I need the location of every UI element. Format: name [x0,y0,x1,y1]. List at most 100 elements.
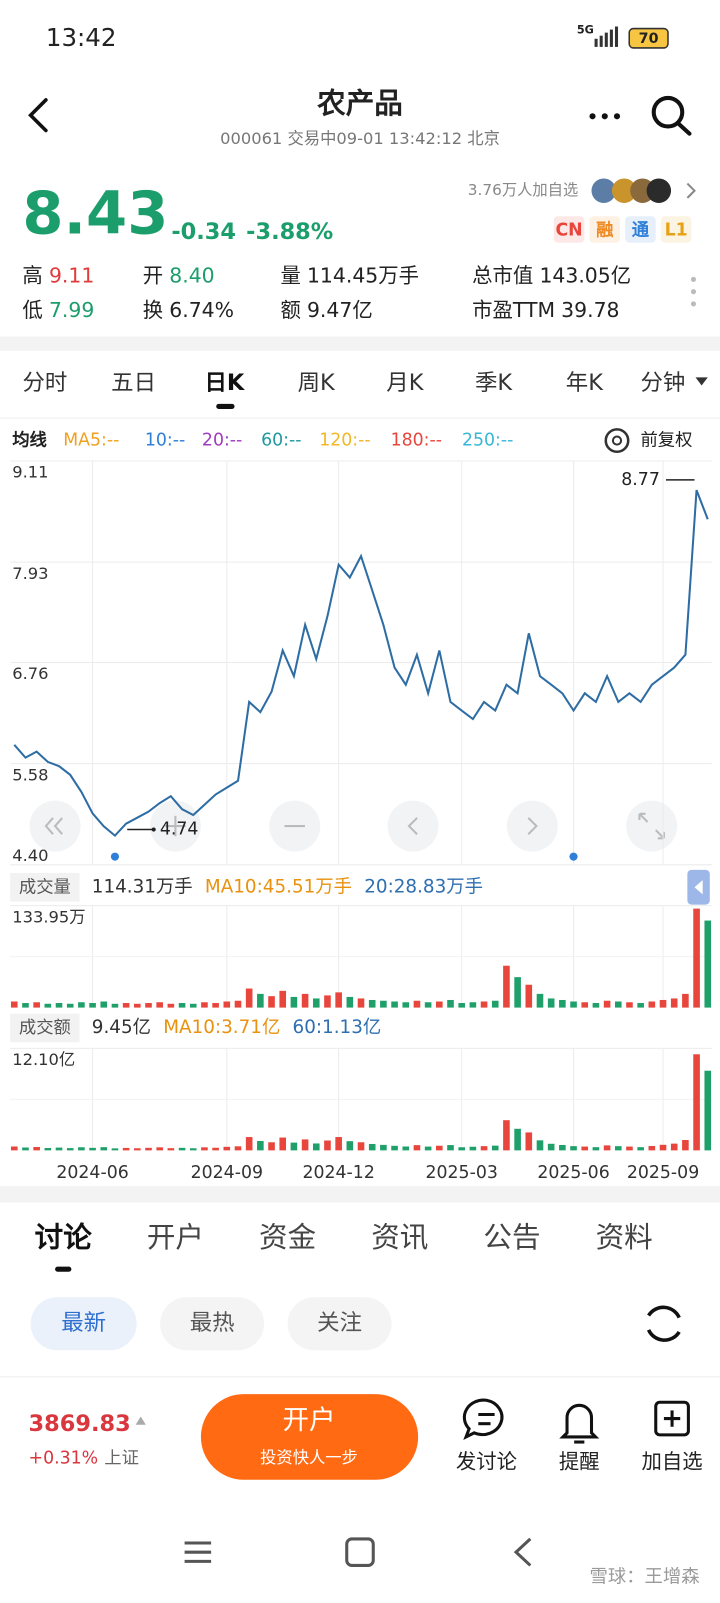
bar [603,1000,611,1008]
more-button[interactable] [589,113,621,120]
x-tick-label: 2024-06 [56,1163,128,1183]
period-tab[interactable]: 季K [475,370,513,396]
annotation-dot [151,827,156,832]
bar [503,965,510,1008]
discussion-tab[interactable]: 资金 [259,1220,316,1254]
bar [178,1147,186,1151]
y-tick-label: 7.93 [12,564,48,583]
marker-dot [569,852,578,861]
bar [268,996,275,1008]
period-tab[interactable]: 年K [566,370,604,396]
adjust-icon[interactable] [604,428,630,454]
bar [189,1003,197,1008]
badge: 通 [632,220,650,240]
bar [480,1146,488,1151]
bar [44,1003,52,1008]
period-tab[interactable]: 分时 [22,370,67,396]
stat-label: 低 [22,298,42,322]
index-name: 上证 [104,1448,139,1468]
discussion-tab[interactable]: 公告 [483,1220,540,1254]
bar [201,1147,208,1151]
stats-more[interactable] [690,276,697,307]
refresh-button[interactable] [646,1305,681,1342]
bar [704,1070,712,1151]
discussion-tab[interactable]: 讨论 [35,1220,93,1254]
bar [648,1145,656,1151]
separator [0,1186,720,1203]
search-button[interactable] [651,95,692,136]
panel-info: 9.45亿 [92,1017,151,1038]
stat-label: 市盈TTM [472,298,555,322]
filter-pill[interactable] [30,1297,137,1351]
bar [469,1146,477,1151]
bar [491,1000,499,1008]
bar [89,1003,96,1008]
button-label[interactable]: 开户 [283,1405,336,1436]
bar [78,1002,85,1008]
bar [10,1001,18,1008]
index-value: 3869.83 [29,1411,131,1437]
y-tick-label: 9.11 [12,463,48,482]
bar [167,1003,175,1008]
followers[interactable]: 3.76万人加自选 [468,181,578,199]
bar [469,1002,477,1008]
bar [78,1147,85,1151]
filter-pill[interactable] [160,1297,265,1351]
ma-item: 120:-- [319,431,370,451]
bar [682,993,689,1008]
panel-title-bg [10,1013,80,1043]
bar [257,993,264,1008]
back-button[interactable] [28,98,48,133]
discussion-tab[interactable]: 资讯 [371,1220,428,1254]
ma-item: 60:-- [261,431,301,451]
ma-item: 250:-- [462,431,513,451]
bar [234,1000,242,1008]
bar [402,1146,410,1151]
min-annotation: 4.74 [160,820,199,840]
bar [10,1146,18,1151]
discussion-tab[interactable]: 资料 [596,1220,653,1254]
chevron[interactable] [686,182,696,199]
max-annotation: 8.77 [621,470,660,490]
action-label[interactable]: 加自选 [641,1449,702,1473]
badge-bg [625,216,656,243]
period-tab[interactable]: 周K [298,370,336,396]
bar [245,1137,253,1151]
bar [659,1144,667,1151]
bar [670,1143,678,1151]
bar [514,977,521,1008]
adjust-label[interactable]: 前复权 [640,431,692,451]
panel-title: 成交量 [19,877,71,897]
bar [335,1137,342,1151]
action-icons[interactable] [462,1398,690,1444]
bar [156,1147,163,1151]
bar [111,1148,119,1151]
filter[interactable]: 最新 [61,1310,106,1336]
filter[interactable]: 关注 [317,1310,362,1336]
action-label[interactable]: 发讨论 [456,1449,517,1473]
nav-bar[interactable] [184,1537,532,1567]
badge-bg [660,216,692,243]
bar [223,1001,231,1008]
button-sublabel[interactable]: 投资快人一步 [260,1448,358,1467]
period-tab[interactable]: 分钟 [640,370,685,396]
bar [413,1000,421,1008]
chart-controls[interactable] [29,800,678,852]
period-tab[interactable]: 日K [204,370,245,396]
stat-label: 额 [280,298,300,322]
bar [66,1148,74,1151]
separator [0,336,720,351]
ma-item: 20:-- [202,431,242,451]
stat-label: 换 [143,298,163,322]
filter[interactable]: 最热 [190,1310,235,1336]
action-label[interactable]: 提醒 [559,1449,600,1473]
discussion-tab[interactable]: 开户 [147,1220,204,1254]
bar [614,1001,622,1008]
open-account-button[interactable] [200,1394,419,1480]
badge: 融 [596,220,614,240]
period-tab[interactable]: 月K [386,370,424,396]
period-tab[interactable]: 五日 [111,370,156,396]
stat-label: 开 [143,263,163,287]
filter-pill[interactable] [287,1297,392,1351]
